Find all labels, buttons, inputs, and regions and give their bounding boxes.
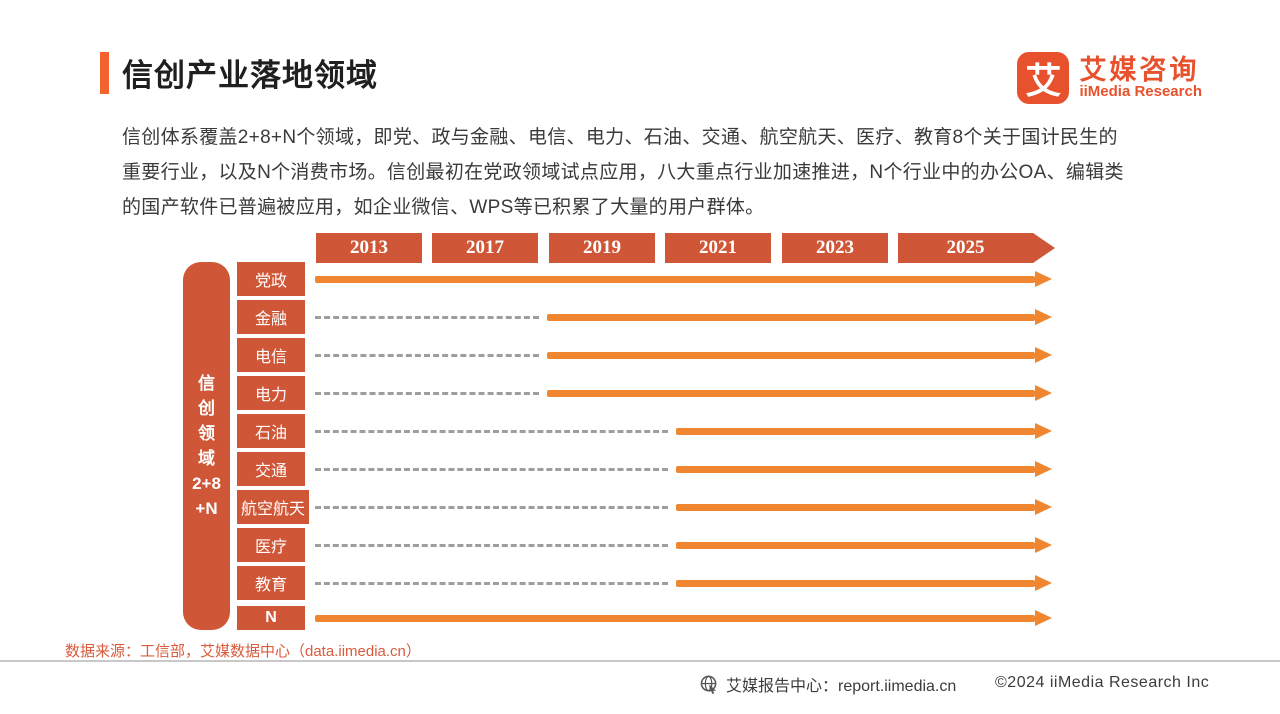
arrow-head-icon [1035, 574, 1052, 591]
timeline-row-电信: 电信 [183, 338, 1052, 372]
intro-line: 信创体系覆盖2+8+N个领域，即党、政与金融、电信、电力、石油、交通、航空航天、… [122, 127, 1118, 148]
timeline-solid-arrow [547, 313, 1035, 321]
timeline-solid-arrow [676, 579, 1035, 587]
timeline-row-航空航天: 航空航天 [183, 490, 1052, 524]
timeline-row-交通: 交通 [183, 452, 1052, 486]
timeline-row-电力: 电力 [183, 376, 1052, 410]
timeline-solid-arrow [676, 427, 1035, 435]
report-center-text: 艾媒报告中心：report.iimedia.cn [726, 678, 957, 695]
footer-divider [0, 660, 1280, 662]
arrow-head-icon [1035, 460, 1052, 477]
arrow-head-icon [1035, 270, 1052, 287]
row-label-N: N [237, 606, 305, 630]
timeline-dashed-segment [315, 467, 668, 471]
page-header: 信创产业落地领域 [100, 50, 378, 95]
row-label-电力: 电力 [237, 376, 305, 410]
timeline-row-党政: 党政 [183, 262, 1052, 296]
arrow-head-icon [1035, 384, 1052, 401]
logo-name-cn: 艾媒咨询 [1079, 54, 1200, 85]
timeline-dashed-segment [315, 315, 539, 319]
timeline-solid-arrow [315, 275, 1035, 283]
year-banner-2021: 2021 [665, 233, 771, 263]
timeline-year-axis: 2013 2017 2019 2021 2023 2025 [315, 233, 1075, 263]
row-label-医疗: 医疗 [237, 528, 305, 562]
page-title: 信创产业落地领域 [122, 58, 378, 93]
timeline-dashed-segment [315, 353, 539, 357]
timeline-row-教育: 教育 [183, 566, 1052, 600]
logo-name-en: iiMedia Research [1079, 83, 1202, 101]
report-center-link[interactable]: 艾媒报告中心：report.iimedia.cn [700, 672, 956, 696]
timeline-dashed-segment [315, 429, 668, 433]
row-label-教育: 教育 [237, 566, 305, 600]
year-banner-2013: 2013 [316, 233, 422, 263]
year-banner-2017: 2017 [432, 233, 538, 263]
year-banner-2019: 2019 [549, 233, 655, 263]
axis-category-bar: 信创领域 2+8 +N [183, 262, 230, 630]
row-label-石油: 石油 [237, 414, 305, 448]
timeline-dashed-segment [315, 505, 668, 509]
arrow-head-icon [1035, 609, 1052, 626]
timeline-dashed-segment [315, 391, 539, 395]
row-label-航空航天: 航空航天 [237, 490, 310, 524]
intro-line: 的国产软件已普遍被应用，如企业微信、WPS等已积累了大量的用户群体。 [122, 197, 765, 218]
row-label-交通: 交通 [237, 452, 305, 486]
intro-line: 重要行业，以及N个消费市场。信创最初在党政领域试点应用，八大重点行业加速推进，N… [122, 162, 1124, 183]
iimedia-logo: 艾 艾媒咨询 iiMedia Research [1017, 52, 1202, 104]
timeline-row-石油: 石油 [183, 414, 1052, 448]
timeline-solid-arrow [547, 351, 1035, 359]
timeline-solid-arrow [676, 465, 1035, 473]
arrow-head-icon [1035, 308, 1052, 325]
timeline-solid-arrow [547, 389, 1035, 397]
timeline-row-N: N [183, 606, 1052, 630]
iimedia-logo-icon: 艾 [1017, 52, 1070, 104]
intro-paragraph: 信创体系覆盖2+8+N个领域，即党、政与金融、电信、电力、石油、交通、航空航天、… [122, 120, 1167, 225]
arrow-head-icon [1035, 536, 1052, 553]
arrow-head-icon [1035, 498, 1052, 515]
data-source-note: 数据来源：工信部，艾媒数据中心（data.iimedia.cn） [65, 643, 421, 660]
timeline-solid-arrow [676, 503, 1035, 511]
timeline-row-医疗: 医疗 [183, 528, 1052, 562]
title-accent-bar [100, 51, 109, 94]
arrow-head-icon [1035, 422, 1052, 439]
timeline-row-金融: 金融 [183, 300, 1052, 334]
timeline-solid-arrow [315, 614, 1035, 622]
page-footer: 艾媒报告中心：report.iimedia.cn ©2024 iiMedia R… [0, 670, 1280, 700]
row-label-党政: 党政 [237, 262, 305, 296]
row-label-金融: 金融 [237, 300, 305, 334]
copyright-text: ©2024 iiMedia Research Inc [995, 674, 1210, 691]
arrow-head-icon [1035, 346, 1052, 363]
timeline-solid-arrow [676, 541, 1035, 549]
year-banner-2025: 2025 [898, 233, 1055, 263]
year-banner-2023: 2023 [782, 233, 888, 263]
row-label-电信: 电信 [237, 338, 305, 372]
timeline-chart: 信创领域 2+8 +N 党政金融电信电力石油交通航空航天医疗教育 N [183, 262, 1052, 630]
timeline-dashed-segment [315, 581, 668, 585]
globe-cursor-icon [700, 675, 717, 694]
timeline-dashed-segment [315, 543, 668, 547]
